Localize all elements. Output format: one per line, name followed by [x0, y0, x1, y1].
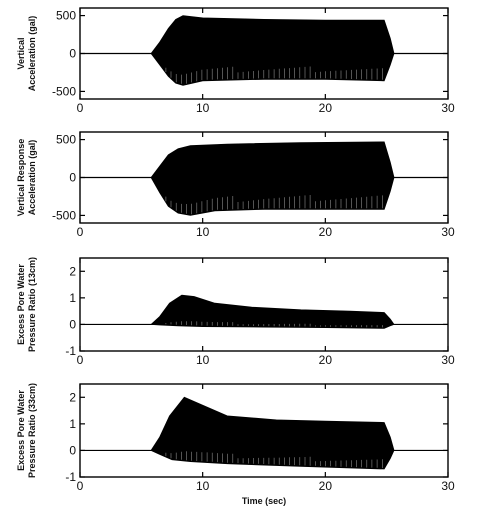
y-axis-label: VerticalAcceleration (gal) — [16, 16, 37, 92]
x-tick-label: 30 — [441, 101, 455, 115]
x-tick-label: 10 — [196, 479, 210, 493]
signal-oscillation — [165, 451, 383, 468]
x-tick-label: 0 — [77, 101, 84, 115]
y-axis-label: Excess Pore WaterPressure Ratio (13cm) — [16, 257, 37, 352]
y-tick-label: -1 — [65, 470, 76, 484]
axes-frame — [79, 383, 449, 478]
x-tick-label: 30 — [441, 225, 455, 239]
y-tick-label: 500 — [56, 9, 76, 23]
y-axis-label-line: Excess Pore Water — [16, 390, 26, 471]
x-tick-label: 10 — [196, 225, 210, 239]
signal-envelope — [150, 141, 395, 216]
y-axis-label-line: Excess Pore Water — [16, 264, 26, 345]
y-tick-label: -1 — [65, 344, 76, 358]
x-tick-label: 10 — [196, 101, 210, 115]
x-tick-label: 30 — [441, 353, 455, 367]
signal-envelope — [150, 294, 395, 329]
y-tick-label: 1 — [69, 291, 76, 305]
signal-oscillation — [165, 321, 383, 328]
signal-envelope — [150, 396, 395, 470]
x-tick-label: 0 — [77, 353, 84, 367]
y-axis-label-line: Acceleration (gal) — [27, 140, 37, 216]
y-tick-label: 2 — [69, 390, 76, 404]
x-tick-label: 20 — [319, 353, 333, 367]
x-axis-label: Time (sec) — [242, 496, 286, 506]
y-tick-label: 0 — [69, 317, 76, 331]
y-tick-label: 1 — [69, 417, 76, 431]
y-axis-label: Excess Pore WaterPressure Ratio (33cm) — [16, 383, 37, 478]
x-tick-label: 0 — [77, 225, 84, 239]
x-tick-label: 10 — [196, 353, 210, 367]
x-tick-label: 20 — [319, 101, 333, 115]
y-tick-label: 0 — [69, 47, 76, 61]
y-axis-label-line: Acceleration (gal) — [27, 16, 37, 92]
y-axis-label-line: Vertical — [16, 37, 26, 69]
y-tick-label: 0 — [69, 171, 76, 185]
x-tick-label: 30 — [441, 479, 455, 493]
y-tick-label: 2 — [69, 264, 76, 278]
y-axis-label-line: Pressure Ratio (13cm) — [27, 257, 37, 352]
x-tick-label: 20 — [319, 225, 333, 239]
x-tick-label: 20 — [319, 479, 333, 493]
y-axis-label: Vertical ResponseAcceleration (gal) — [16, 139, 37, 217]
signal-oscillation — [165, 195, 383, 215]
signal-oscillation — [165, 66, 383, 84]
y-axis-label-line: Vertical Response — [16, 139, 26, 217]
y-tick-label: 500 — [56, 133, 76, 147]
axes-frame — [79, 257, 449, 352]
y-tick-label: -500 — [52, 84, 76, 98]
y-axis-label-line: Pressure Ratio (33cm) — [27, 383, 37, 478]
y-tick-label: 0 — [69, 443, 76, 457]
y-tick-label: -500 — [52, 208, 76, 222]
x-tick-label: 0 — [77, 479, 84, 493]
signal-envelope — [150, 15, 395, 86]
